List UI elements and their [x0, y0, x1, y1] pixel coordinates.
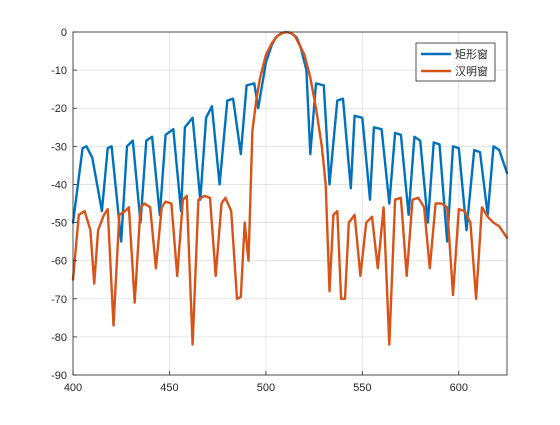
legend-box	[415, 42, 496, 82]
y-tick-label: -90	[51, 370, 67, 382]
y-tick-label: -20	[51, 103, 67, 115]
y-tick-label: 0	[61, 27, 67, 39]
legend-label-series-1: 矩形窗	[455, 47, 488, 61]
y-tick-label: -70	[51, 294, 67, 306]
y-tick-label: -80	[51, 332, 67, 344]
x-tick-label: 450	[160, 382, 178, 394]
x-tick-label: 550	[353, 382, 371, 394]
legend-label-series-2: 汉明窗	[455, 64, 488, 78]
y-tick-label: -60	[51, 256, 67, 268]
legend: 矩形窗 汉明窗	[415, 42, 496, 82]
y-tick-label: -30	[51, 141, 67, 153]
y-tick-label: -10	[51, 65, 67, 77]
x-tick-label: 500	[257, 382, 275, 394]
y-tick-label: -50	[51, 218, 67, 230]
y-tick-label: -40	[51, 179, 67, 191]
plot-frame	[72, 31, 508, 376]
x-tick-label: 600	[450, 382, 468, 394]
axis-ticks: 400 450 500 550 600 0 -10 -20 -30 -40 -50 -60 -70 -80…	[51, 27, 468, 394]
x-tick-label: 400	[64, 382, 82, 394]
